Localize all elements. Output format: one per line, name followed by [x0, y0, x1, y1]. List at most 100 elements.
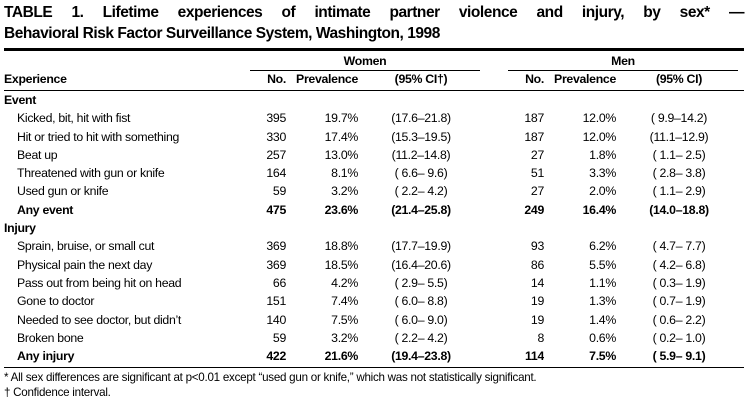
table-row-total: Any injury 422 21.6% (19.4–23.8) 114 7.5… — [4, 347, 744, 365]
women-ci-cell: ( 6.6– 9.6) — [394, 166, 448, 181]
table-row: Pass out from being hit on head 66 4.2% … — [4, 274, 744, 292]
table-title: TABLE 1. Lifetime experiences of intimat… — [4, 2, 744, 44]
men-ci-cell: ( 0.7– 1.9) — [652, 294, 706, 309]
women-no-cell: 330 — [266, 129, 286, 144]
title-rule — [4, 48, 744, 51]
experience-cell: Pass out from being hit on head — [17, 275, 182, 290]
women-no-cell: 59 — [272, 330, 286, 345]
women-prevalence-header: Prevalence — [296, 72, 358, 86]
men-ci-cell: ( 1.1– 2.9) — [652, 184, 706, 199]
men-no-cell: 93 — [530, 239, 544, 254]
men-no-cell: 19 — [530, 294, 544, 309]
women-prevalence-cell: 18.5% — [324, 257, 359, 272]
footnote-dagger: † Confidence interval. — [4, 385, 111, 399]
table-row: Broken bone 59 3.2% ( 2.2– 4.2) 8 0.6% (… — [4, 329, 744, 347]
men-prevalence-cell: 3.3% — [589, 166, 616, 181]
women-prevalence-cell: 23.6% — [324, 202, 359, 217]
men-prevalence-cell: 12.0% — [582, 129, 617, 144]
experience-cell: Sprain, bruise, or small cut — [17, 239, 155, 254]
women-ci-cell: (17.7–19.9) — [391, 239, 451, 254]
table-row: Needed to see doctor, but didn’t 140 7.5… — [4, 311, 744, 329]
table-row: Kicked, bit, hit with fist 395 19.7% (17… — [4, 109, 744, 127]
men-no-cell: 8 — [537, 330, 544, 345]
experience-cell: Physical pain the next day — [17, 257, 153, 272]
table-row: Physical pain the next day 369 18.5% (16… — [4, 256, 744, 274]
men-ci-cell: (11.1–12.9) — [649, 129, 709, 144]
men-prevalence-cell: 2.0% — [589, 184, 616, 199]
men-ci-cell: (14.0–18.8) — [649, 202, 709, 217]
table-row: Gone to doctor 151 7.4% ( 6.0– 8.8) 19 1… — [4, 292, 744, 310]
women-ci-cell: (11.2–14.8) — [391, 147, 451, 162]
men-ci-cell: ( 9.9–14.2) — [650, 111, 708, 126]
men-prevalence-cell: 1.1% — [589, 275, 616, 290]
men-ci-cell: ( 4.2– 6.8) — [652, 257, 706, 272]
women-ci-cell: ( 2.2– 4.2) — [394, 330, 448, 345]
women-ci-cell: (15.3–19.5) — [391, 129, 451, 144]
men-no-cell: 19 — [530, 312, 544, 327]
men-ci-cell: ( 2.8– 3.8) — [652, 166, 706, 181]
table-row: Beat up 257 13.0% (11.2–14.8) 27 1.8% ( … — [4, 146, 744, 164]
women-no-cell: 369 — [266, 257, 286, 272]
men-prevalence-cell: 7.5% — [589, 349, 616, 364]
men-prevalence-cell: 1.3% — [589, 294, 616, 309]
women-ci-cell: (21.4–25.8) — [391, 202, 451, 217]
women-prevalence-cell: 21.6% — [324, 349, 359, 364]
women-prevalence-cell: 7.4% — [331, 294, 358, 309]
section-label-injury: Injury — [4, 221, 36, 236]
women-no-cell: 66 — [272, 275, 286, 290]
men-prevalence-cell: 1.8% — [589, 147, 616, 162]
table-row: Sprain, bruise, or small cut 369 18.8% (… — [4, 237, 744, 255]
men-ci-cell: ( 0.3– 1.9) — [652, 275, 706, 290]
women-no-cell: 369 — [266, 239, 286, 254]
men-group-header: Men — [508, 54, 738, 71]
men-no-cell: 27 — [530, 184, 544, 199]
men-prevalence-cell: 12.0% — [582, 111, 617, 126]
women-prevalence-cell: 7.5% — [331, 312, 358, 327]
women-no-cell: 151 — [266, 294, 286, 309]
women-prevalence-cell: 3.2% — [331, 330, 358, 345]
section-header-row: Event — [4, 91, 744, 109]
women-prevalence-cell: 18.8% — [324, 239, 359, 254]
men-no-cell: 187 — [524, 129, 544, 144]
women-no-cell: 164 — [266, 166, 286, 181]
men-ci-cell: ( 1.1– 2.5) — [652, 147, 706, 162]
men-prevalence-cell: 6.2% — [589, 239, 616, 254]
experience-cell: Any event — [17, 202, 74, 217]
women-prevalence-cell: 3.2% — [331, 184, 358, 199]
footnotes: * All sex differences are significant at… — [4, 367, 744, 400]
experience-cell: Used gun or knife — [17, 184, 109, 199]
experience-cell: Gone to doctor — [17, 294, 95, 309]
women-prevalence-cell: 19.7% — [324, 111, 359, 126]
experience-cell: Beat up — [17, 147, 58, 162]
women-ci-cell: ( 6.0– 8.8) — [394, 294, 448, 309]
column-header-row: Experience No. Prevalence (95% CI†) No. … — [4, 71, 744, 91]
men-ci-cell: ( 0.2– 1.0) — [652, 330, 706, 345]
women-no-cell: 422 — [266, 349, 286, 364]
table-row-total: Any event 475 23.6% (21.4–25.8) 249 16.4… — [4, 201, 744, 219]
men-prevalence-cell: 5.5% — [589, 257, 616, 272]
footnote-asterisk: * All sex differences are significant at… — [4, 371, 537, 385]
men-no-cell: 51 — [530, 166, 544, 181]
table-row: Threatened with gun or knife 164 8.1% ( … — [4, 164, 744, 182]
men-no-cell: 86 — [530, 257, 544, 272]
men-prevalence-cell: 16.4% — [582, 202, 617, 217]
men-prevalence-cell: 0.6% — [589, 330, 616, 345]
experience-cell: Any injury — [17, 349, 75, 364]
men-ci-cell: ( 0.6– 2.2) — [652, 312, 706, 327]
experience-cell: Needed to see doctor, but didn’t — [17, 312, 182, 327]
women-no-cell: 257 — [266, 147, 286, 162]
women-prevalence-cell: 8.1% — [331, 166, 358, 181]
experience-header: Experience — [4, 72, 67, 86]
table-row: Used gun or knife 59 3.2% ( 2.2– 4.2) 27… — [4, 182, 744, 200]
section-header-row: Injury — [4, 219, 744, 237]
women-ci-cell: (19.4–23.8) — [391, 349, 451, 364]
men-prevalence-header: Prevalence — [554, 72, 616, 86]
men-ci-cell: ( 5.9– 9.1) — [652, 349, 706, 364]
men-no-cell: 187 — [524, 111, 544, 126]
women-ci-cell: ( 2.2– 4.2) — [394, 184, 448, 199]
experience-cell: Broken bone — [17, 330, 84, 345]
table-row: Hit or tried to hit with something 330 1… — [4, 128, 744, 146]
women-ci-cell: (16.4–20.6) — [391, 257, 451, 272]
women-no-header: No. — [267, 72, 286, 86]
experience-cell: Kicked, bit, hit with fist — [17, 111, 131, 126]
